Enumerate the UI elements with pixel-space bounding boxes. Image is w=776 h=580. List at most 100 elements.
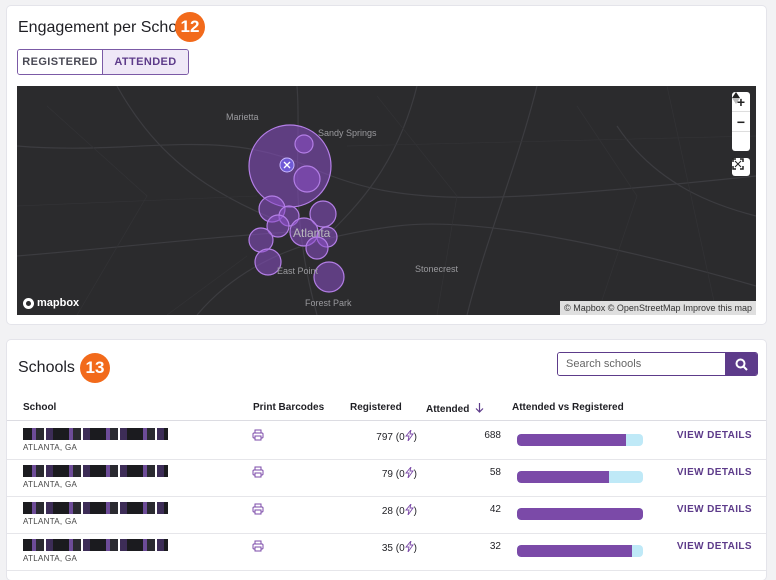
- school-name-redacted[interactable]: [23, 502, 168, 514]
- schools-card: Schools 13 School Print Barcodes Registe…: [7, 340, 766, 580]
- table-row: ATLANTA, GA 28 (0) 42 VIEW DETAILS: [7, 496, 766, 534]
- table-row: ATLANTA, GA 79 (0) 58 VIEW DETAILS: [7, 459, 766, 497]
- registered-value: 79 (0: [381, 469, 405, 480]
- col-school[interactable]: School: [23, 402, 57, 413]
- registered-count: 28 (0): [307, 503, 417, 517]
- zoom-in-button[interactable]: +: [732, 92, 750, 112]
- registered-value: 797 (0: [376, 432, 405, 443]
- step-badge-13: 13: [80, 353, 110, 383]
- attendance-progress-bar: [517, 434, 643, 446]
- map-bubble: [248, 227, 274, 253]
- print-barcodes-button[interactable]: [252, 465, 264, 483]
- registered-suffix: ): [413, 543, 417, 554]
- fullscreen-icon: [732, 158, 744, 170]
- registered-count: 797 (0): [307, 429, 417, 443]
- attendance-progress-fill: [517, 471, 610, 483]
- lightning-icon: [404, 540, 414, 553]
- registered-suffix: ): [413, 469, 417, 480]
- map-label-atlanta: Atlanta: [293, 226, 331, 240]
- col-attended-vs-registered: Attended vs Registered: [512, 402, 624, 413]
- col-registered[interactable]: Registered: [350, 402, 402, 413]
- col-print-barcodes: Print Barcodes: [253, 402, 325, 413]
- map-bubble: [305, 236, 329, 260]
- table-row: ATLANTA, GA 35 (0) 32 VIEW DETAILS: [7, 533, 766, 571]
- zoom-out-button[interactable]: −: [732, 112, 750, 132]
- attendance-progress-fill: [517, 508, 643, 520]
- step-badge-12: 12: [175, 12, 205, 42]
- lightning-icon: [404, 429, 414, 442]
- toggle-registered[interactable]: REGISTERED: [18, 50, 102, 74]
- view-details-link[interactable]: VIEW DETAILS: [676, 504, 752, 515]
- engagement-map[interactable]: Marietta Sandy Springs Atlanta East Poin…: [17, 86, 756, 315]
- map-location-marker: [279, 157, 295, 173]
- attendance-progress-bar: [517, 471, 643, 483]
- col-attended[interactable]: Attended: [426, 402, 484, 415]
- view-details-link[interactable]: VIEW DETAILS: [676, 541, 752, 552]
- map-bubble: [254, 248, 282, 276]
- registered-value: 35 (0: [381, 543, 405, 554]
- map-bubble: [313, 261, 345, 293]
- attended-count: 32: [489, 541, 501, 552]
- map-label-sandy-springs: Sandy Springs: [318, 128, 377, 138]
- lightning-icon: [404, 503, 414, 516]
- sort-down-icon: [475, 403, 484, 413]
- print-barcodes-button[interactable]: [252, 502, 264, 520]
- attended-count: 688: [484, 430, 501, 441]
- search-bar: [557, 352, 758, 376]
- search-button[interactable]: [725, 353, 757, 375]
- table-header: School Print Barcodes Registered Attende…: [7, 402, 766, 421]
- map-canvas: [17, 86, 756, 315]
- compass-icon: [732, 92, 740, 104]
- attended-count: 58: [489, 467, 501, 478]
- toggle-attended[interactable]: ATTENDED: [102, 50, 188, 74]
- table-row: ATLANTA, GA 797 (0) 688 VIEW DETAILS: [7, 422, 766, 460]
- attendance-progress-bar: [517, 545, 643, 557]
- zoom-control: + −: [732, 92, 750, 151]
- compass-button[interactable]: [732, 92, 750, 151]
- map-bubble: [293, 165, 321, 193]
- printer-icon: [252, 466, 264, 478]
- view-details-link[interactable]: VIEW DETAILS: [676, 430, 752, 441]
- attendance-progress-bar: [517, 508, 643, 520]
- metric-toggle: REGISTERED ATTENDED: [17, 49, 189, 75]
- school-name-redacted[interactable]: [23, 539, 168, 551]
- view-details-link[interactable]: VIEW DETAILS: [676, 467, 752, 478]
- map-bubble: [266, 214, 290, 238]
- search-input[interactable]: [558, 353, 725, 375]
- schools-title: Schools: [18, 359, 75, 376]
- lightning-icon: [404, 466, 414, 479]
- registered-value: 28 (0: [381, 506, 405, 517]
- printer-icon: [252, 503, 264, 515]
- map-bubble: [294, 134, 314, 154]
- school-city: ATLANTA, GA: [23, 517, 78, 526]
- mapbox-icon: [23, 297, 34, 309]
- map-bubble: [309, 200, 337, 228]
- school-city: ATLANTA, GA: [23, 554, 78, 563]
- school-name-redacted[interactable]: [23, 428, 168, 440]
- registered-suffix: ): [413, 432, 417, 443]
- mapbox-logo-text: mapbox: [37, 297, 80, 309]
- school-bubbles: [248, 124, 345, 293]
- registered-suffix: ): [413, 506, 417, 517]
- map-label-forest-park: Forest Park: [305, 298, 352, 308]
- map-label-marietta: Marietta: [226, 112, 259, 122]
- engagement-title: Engagement per School: [18, 19, 190, 36]
- fullscreen-button[interactable]: [732, 158, 750, 176]
- registered-count: 79 (0): [307, 466, 417, 480]
- school-city: ATLANTA, GA: [23, 480, 78, 489]
- printer-icon: [252, 429, 264, 441]
- print-barcodes-button[interactable]: [252, 539, 264, 557]
- engagement-card: Engagement per School 12 REGISTERED ATTE…: [7, 6, 766, 324]
- school-name-redacted[interactable]: [23, 465, 168, 477]
- school-city: ATLANTA, GA: [23, 443, 78, 452]
- map-label-stonecrest: Stonecrest: [415, 264, 459, 274]
- search-icon: [735, 358, 748, 371]
- registered-count: 35 (0): [307, 540, 417, 554]
- map-attribution[interactable]: © Mapbox © OpenStreetMap Improve this ma…: [560, 301, 756, 315]
- mapbox-logo[interactable]: mapbox: [23, 297, 79, 309]
- attendance-progress-fill: [517, 545, 633, 557]
- print-barcodes-button[interactable]: [252, 428, 264, 446]
- attended-count: 42: [489, 504, 501, 515]
- printer-icon: [252, 540, 264, 552]
- map-label-east-point: East Point: [277, 266, 319, 276]
